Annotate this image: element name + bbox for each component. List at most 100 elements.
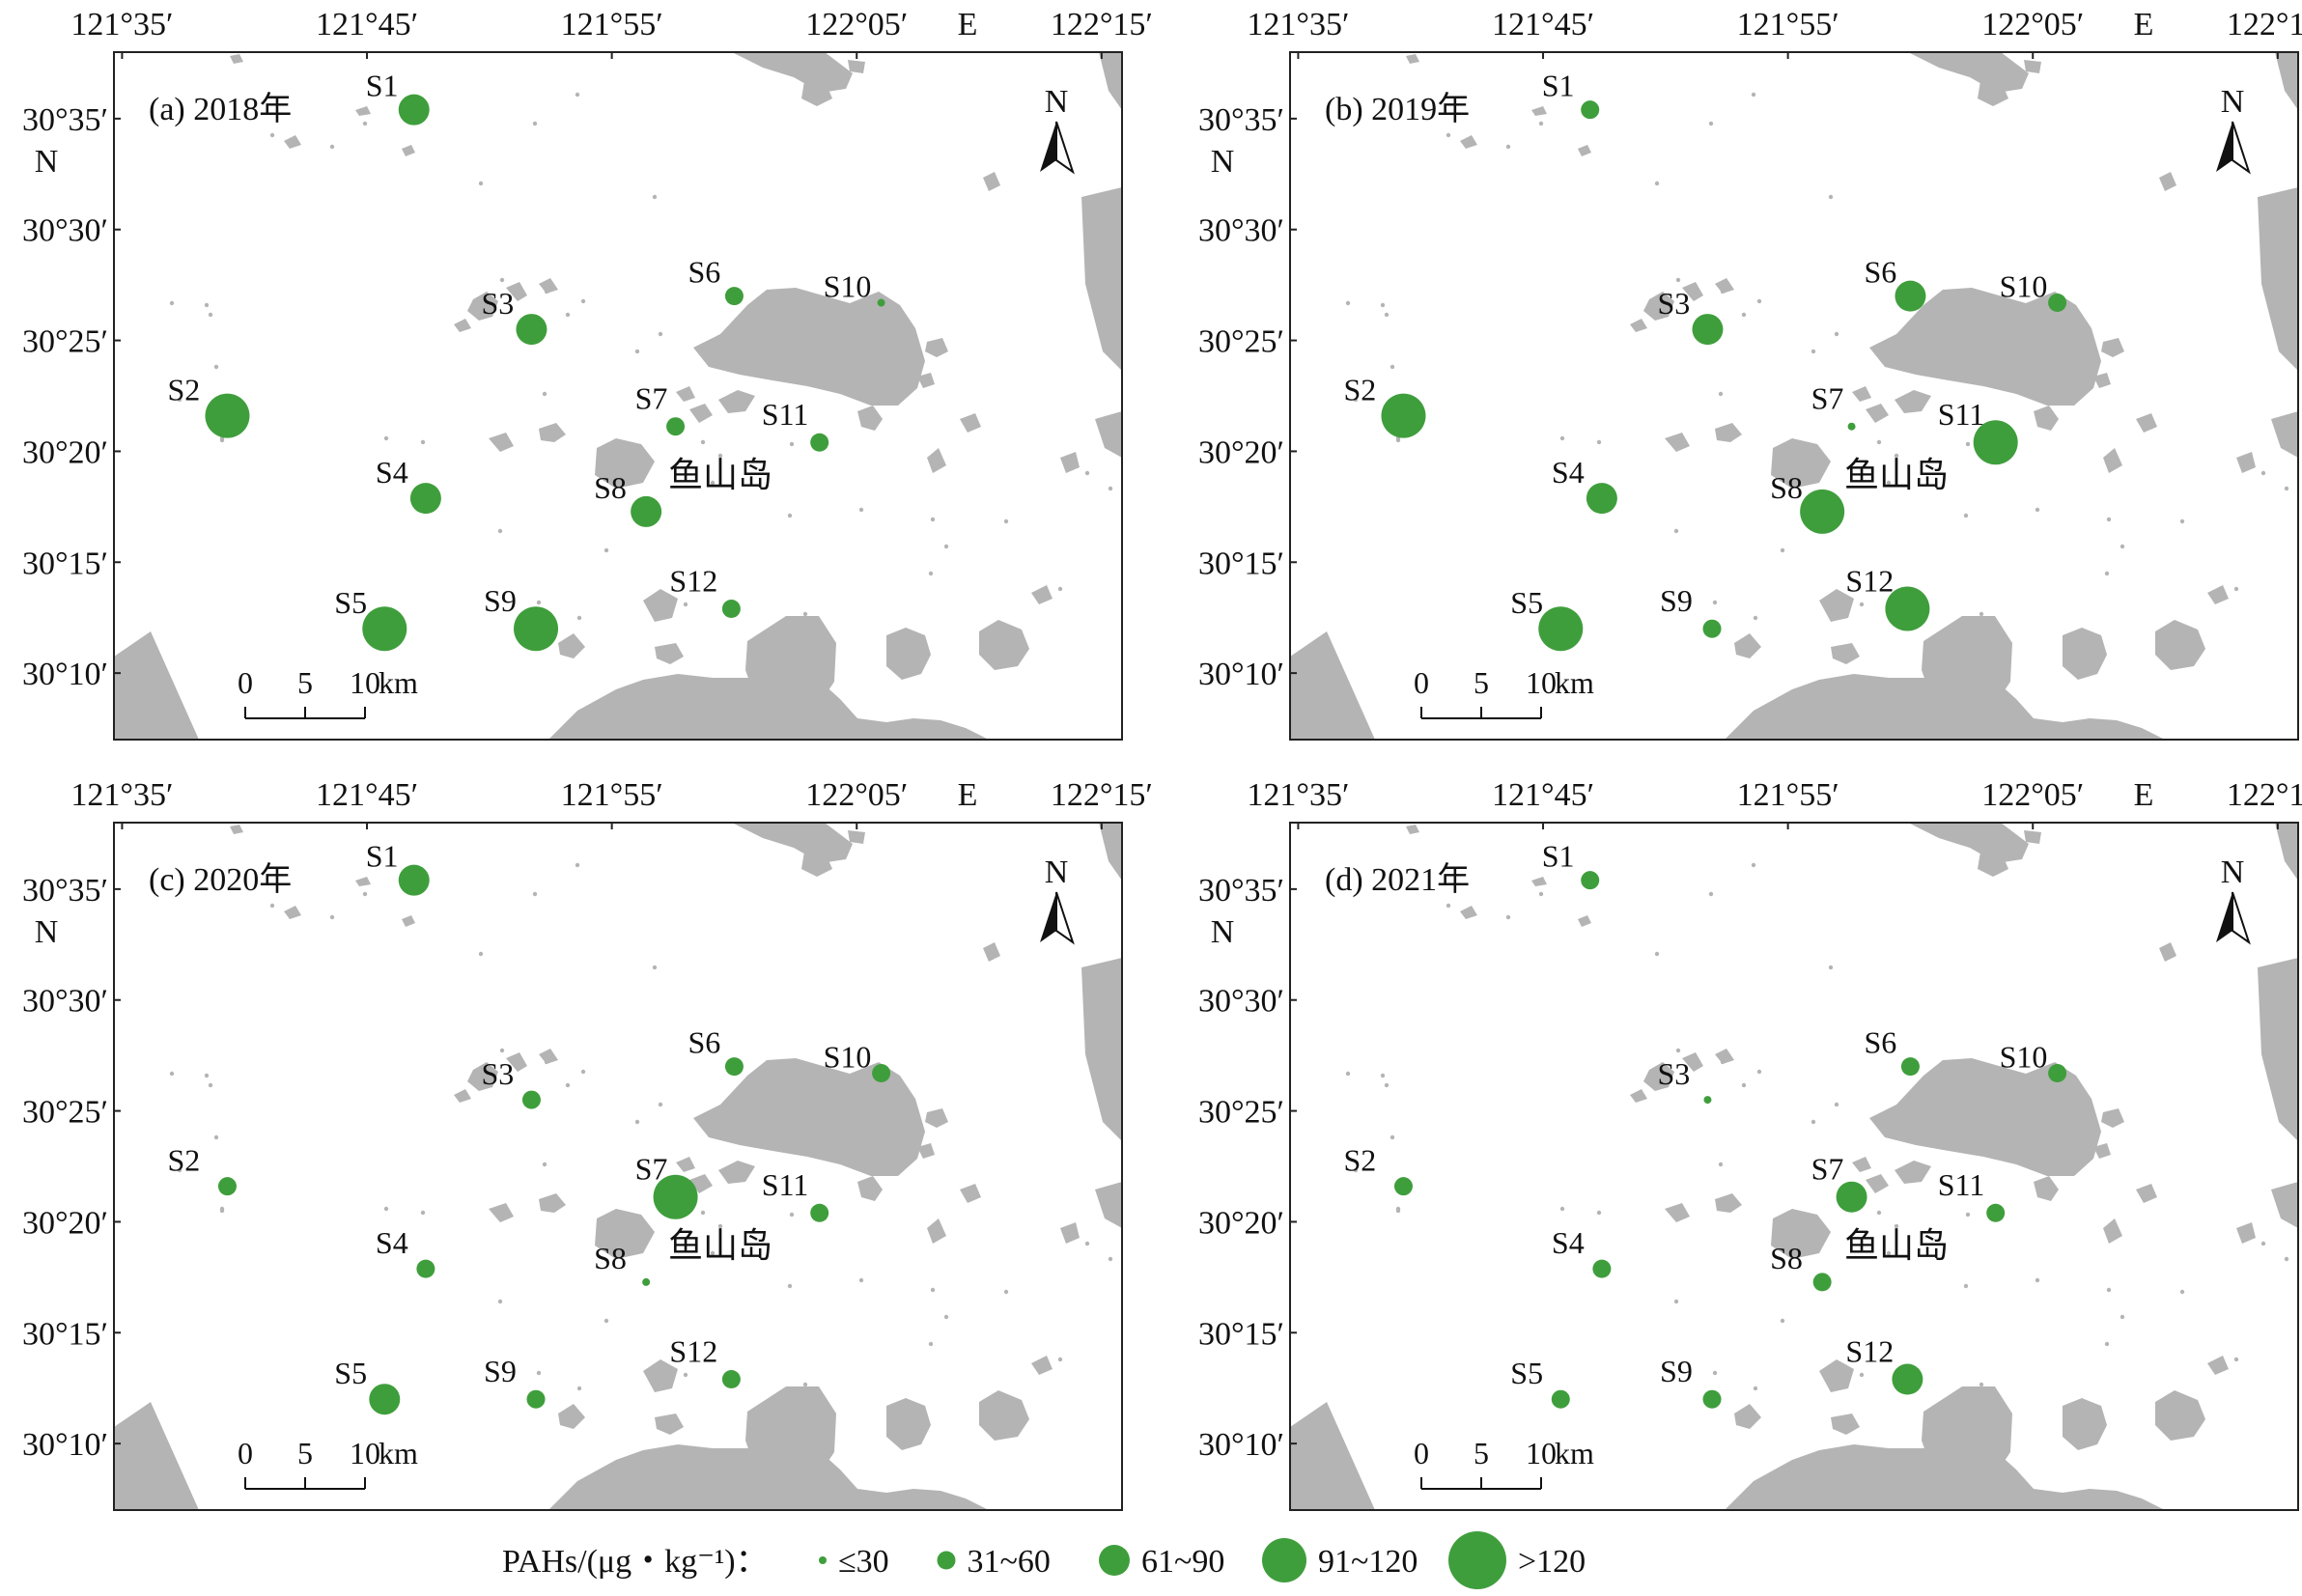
islet [1780, 547, 1785, 553]
station-label-s11: S11 [1938, 1167, 1985, 1202]
land-shape [2275, 52, 2298, 110]
station-marker-s2 [1381, 393, 1426, 438]
lon-tick-label: 121°55′ [1737, 7, 1839, 42]
lon-tick-label: 121°35′ [1247, 7, 1349, 42]
lat-tick-label: 30°15′ [1198, 1316, 1284, 1352]
land-shape [689, 1174, 713, 1193]
islet [580, 1069, 586, 1075]
islet [329, 914, 335, 920]
lat-tick-label: 30°25′ [1198, 324, 1284, 360]
north-arrow-left-half [1040, 892, 1056, 942]
islet [1390, 1134, 1395, 1140]
islet [700, 1210, 706, 1216]
north-arrow-label: N [1045, 84, 1069, 120]
scale-bar-label: 10 [350, 665, 380, 700]
islet [420, 1210, 426, 1216]
land-shape [927, 1218, 946, 1244]
station-marker-s1 [1581, 100, 1600, 120]
islet [1894, 1223, 1899, 1229]
station-label-s12: S12 [669, 1334, 717, 1369]
islet [943, 544, 949, 549]
islet [362, 891, 368, 897]
islet [1654, 181, 1660, 186]
land-shape [732, 52, 853, 93]
station-label-s1: S1 [1542, 69, 1575, 103]
islet [1741, 312, 1747, 318]
land-shape [960, 413, 981, 433]
station-label-s5: S5 [1510, 1356, 1543, 1390]
north-arrow-right-half [1055, 891, 1075, 945]
islet [943, 1314, 949, 1320]
north-arrow: N [1040, 84, 1075, 175]
land-shape [1819, 589, 1854, 622]
islet [580, 298, 586, 304]
islet [634, 1119, 640, 1125]
islet [1084, 1241, 1090, 1246]
islet [1720, 1059, 1726, 1065]
station-marker-s3 [521, 1090, 541, 1109]
station-label-s10: S10 [824, 269, 872, 304]
land-shape [2207, 1356, 2229, 1375]
north-arrow-right-half [2232, 891, 2251, 945]
station-label-s6: S6 [1864, 1025, 1896, 1060]
land-shape [355, 106, 371, 116]
land-shape [1406, 54, 1419, 64]
land-shape [506, 1052, 527, 1072]
islet [2284, 1256, 2289, 1262]
land-shape [402, 145, 415, 156]
station-label-s4: S4 [1552, 1225, 1585, 1260]
legend-label-4: 91~120 [1318, 1544, 1418, 1580]
land-shape [558, 633, 585, 658]
islet [789, 1212, 795, 1218]
islet [1708, 891, 1714, 897]
land-shape [1978, 81, 2008, 106]
land-shape [2136, 413, 2157, 433]
islet [2179, 1289, 2185, 1295]
island-label: 鱼山岛 [668, 1226, 772, 1265]
scale-bar-label: 10 [350, 1436, 380, 1470]
station-label-s5: S5 [334, 1356, 367, 1390]
islet [1057, 1357, 1063, 1362]
land-shape [2063, 1398, 2107, 1450]
land-shape [689, 404, 713, 423]
islet [213, 1134, 219, 1140]
land-shape [801, 81, 832, 106]
lat-hemisphere-label: N [1211, 914, 1235, 950]
land-shape [925, 1108, 948, 1128]
islet [634, 349, 640, 354]
islet [1828, 194, 1834, 200]
islet [930, 517, 936, 522]
north-arrow-left-half [2216, 892, 2232, 942]
islet [652, 194, 658, 200]
station-label-s4: S4 [376, 1225, 408, 1260]
land-shape [467, 292, 498, 321]
north-arrow-label: N [2221, 854, 2245, 890]
lon-tick-label: 121°45′ [1492, 7, 1594, 42]
land-shape [2271, 1182, 2298, 1228]
islet [204, 302, 210, 308]
panel-title: (a) 2018年 [149, 91, 292, 127]
lon-tick-label: 121°35′ [70, 777, 173, 813]
land-shape [2093, 373, 2111, 388]
station-label-s7: S7 [635, 1152, 668, 1187]
land-shape [2103, 1218, 2122, 1244]
islet [499, 1048, 505, 1053]
land-shape [960, 1184, 981, 1203]
station-marker-s2 [205, 393, 250, 438]
land-shape [979, 1390, 1029, 1441]
map-frame [1289, 822, 2299, 1511]
map-panel-2: 121°35′ 121°45′ 121°55′ 122°05′ 122°15′ E 30°3… [1198, 7, 2302, 741]
islet [2233, 586, 2239, 592]
lat-tick-label: 30°10′ [1198, 1427, 1284, 1463]
scale-bar-label: 0 [238, 1436, 253, 1470]
land-shape [1531, 106, 1547, 116]
station-marker-s3 [1692, 314, 1724, 346]
station-label-s2: S2 [167, 373, 200, 407]
land-shape [558, 1404, 585, 1429]
islet [2233, 1357, 2239, 1362]
land-shape [1895, 390, 1931, 413]
islet [1003, 518, 1009, 524]
lat-hemisphere-label: N [1211, 144, 1235, 180]
lat-tick-label: 30°20′ [22, 1205, 108, 1241]
islet [1741, 1082, 1747, 1088]
